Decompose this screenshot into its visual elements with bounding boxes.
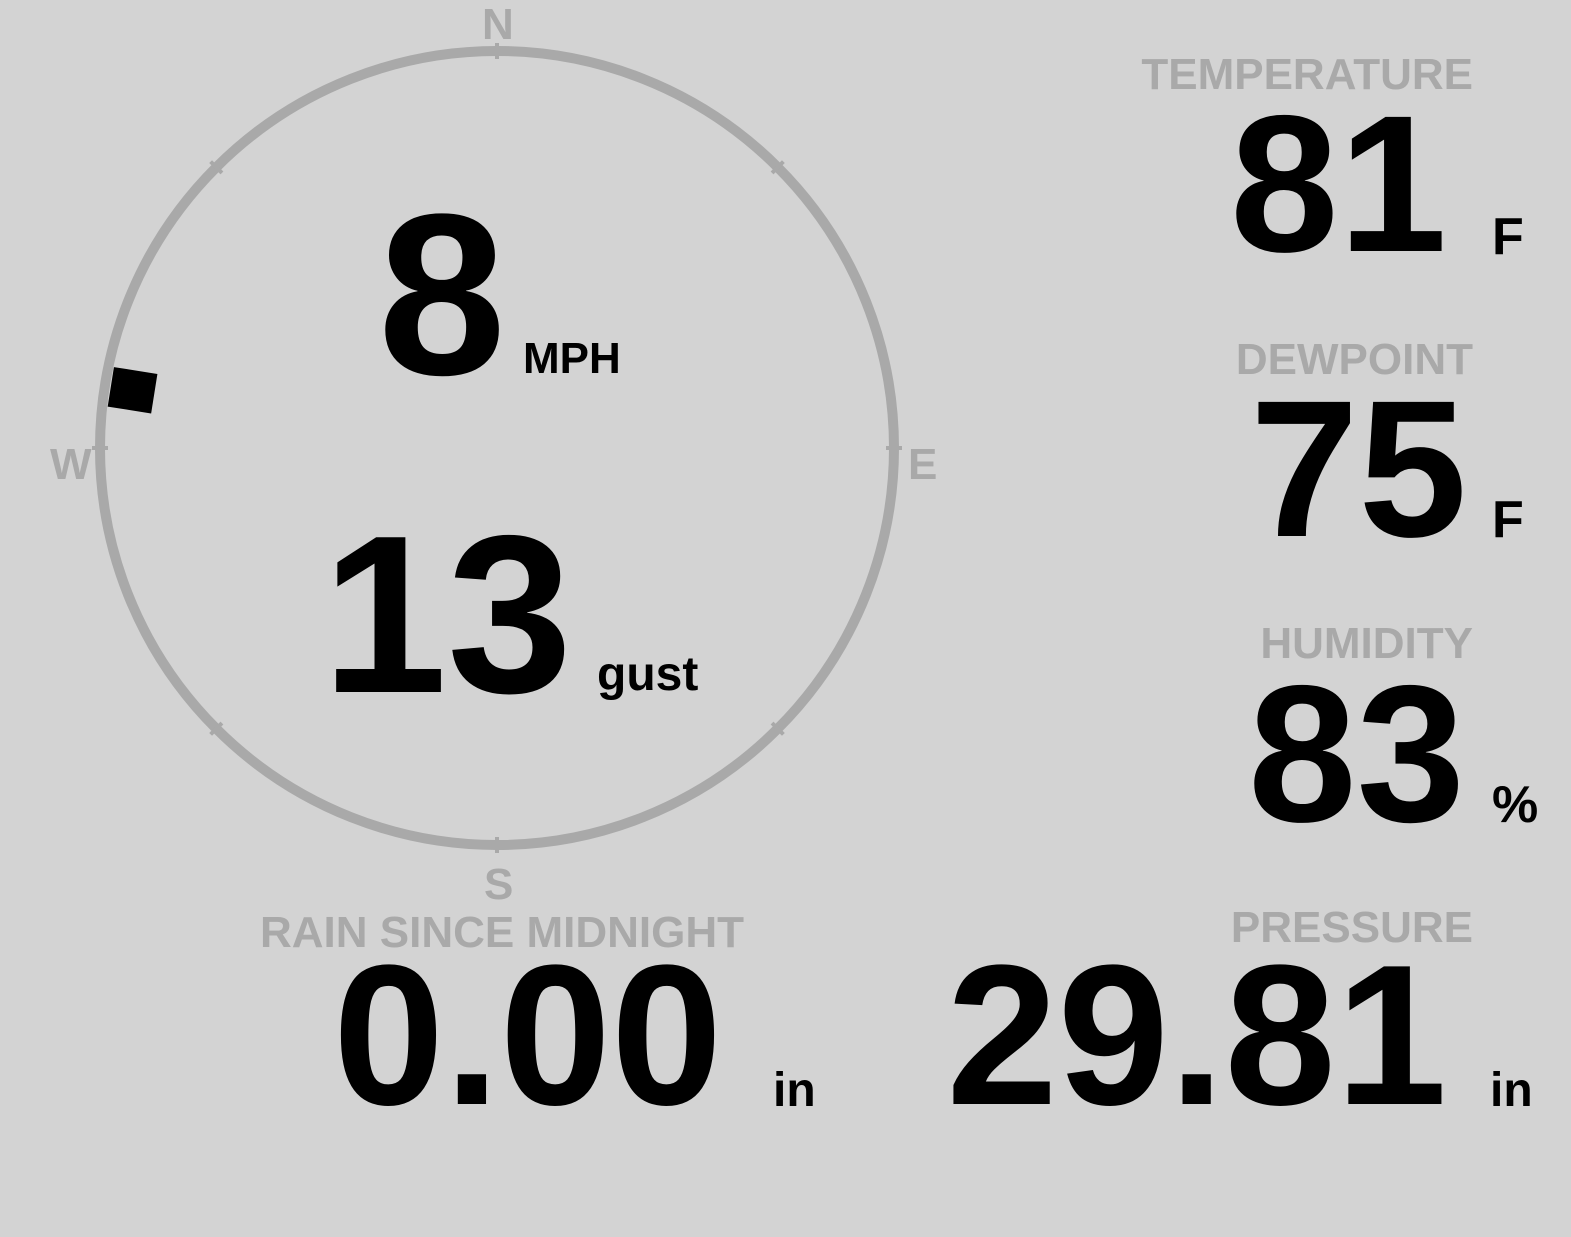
wind-direction-marker: [107, 367, 158, 414]
compass-tick: [770, 160, 785, 175]
compass-tick: [209, 160, 224, 175]
pressure-unit: in: [1490, 1064, 1533, 1117]
dewpoint-label: DEWPOINT: [1235, 335, 1473, 384]
temperature-value: 81: [1230, 75, 1447, 293]
compass-tick: [209, 721, 224, 736]
compass-s: S: [484, 860, 514, 909]
rain-label: RAIN SINCE MIDNIGHT: [260, 908, 744, 957]
compass-e: E: [908, 440, 938, 489]
wind-gust-value: 13: [322, 488, 573, 740]
compass-tick: [770, 721, 785, 736]
temperature-unit: F: [1492, 208, 1524, 266]
wind-speed-unit: MPH: [523, 334, 621, 383]
wind-compass-dial: [92, 43, 902, 853]
dewpoint-unit: F: [1492, 491, 1524, 549]
rain-value: 0.00: [333, 924, 723, 1147]
wind-gust-label: gust: [597, 648, 699, 701]
humidity-unit: %: [1492, 776, 1539, 834]
pressure-label: PRESSURE: [1230, 903, 1473, 952]
dewpoint-value: 75: [1250, 360, 1467, 578]
compass-n: N: [482, 0, 514, 49]
humidity-label: HUMIDITY: [1260, 619, 1473, 668]
compass-w: W: [50, 440, 92, 489]
pressure-value: 29.81: [946, 924, 1448, 1147]
temperature-label: TEMPERATURE: [1141, 50, 1473, 99]
rain-unit: in: [773, 1064, 816, 1117]
humidity-value: 83: [1248, 645, 1465, 863]
wind-speed-value: 8: [378, 166, 506, 423]
